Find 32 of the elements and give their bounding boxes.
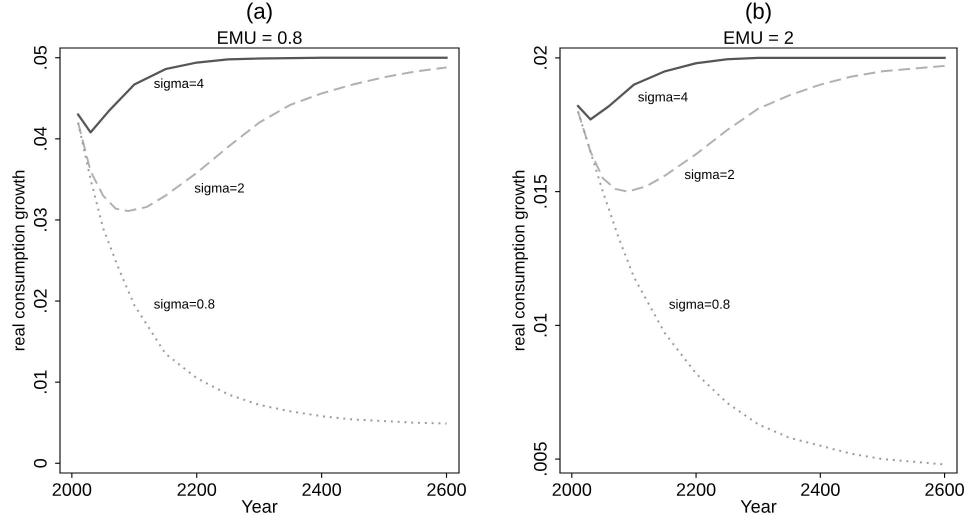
chart-subtitle: EMU = 0.8 <box>218 31 302 44</box>
chart-title: (b) <box>746 2 771 24</box>
y-tick-label: .03 <box>34 208 47 231</box>
x-tick-label: 2600 <box>925 483 964 496</box>
annotation: sigma=4 <box>638 92 688 104</box>
y-tick-label: .04 <box>34 126 47 150</box>
y-tick-label: .05 <box>34 46 47 69</box>
x-tick-label: 2000 <box>52 483 92 496</box>
x-tick-label: 2200 <box>178 483 216 496</box>
chart-subtitle: EMU = 2 <box>724 31 793 44</box>
annotation: sigma=0.8 <box>154 298 214 312</box>
annotation: sigma=0.8 <box>669 299 730 312</box>
x-tick-label: 2600 <box>427 483 466 496</box>
annotation: sigma=4 <box>154 78 204 91</box>
x-tick-label: 2000 <box>552 483 592 496</box>
y-tick-label: 0 <box>34 458 47 468</box>
x-tick-label: 2200 <box>676 483 716 496</box>
x-tick-label: 2400 <box>302 483 342 496</box>
y-tick-label: .015 <box>534 174 547 208</box>
y-tick-label: .02 <box>534 46 547 69</box>
y-tick-label: .02 <box>34 289 47 312</box>
y-tick-label: .01 <box>34 370 47 394</box>
x-tick-label: 2400 <box>801 483 840 496</box>
y-axis-title: real consumption growth <box>12 170 28 350</box>
y-axis-title: real consumption growth <box>512 170 528 350</box>
x-axis-title: Year <box>242 500 278 513</box>
annotation: sigma=2 <box>684 169 734 182</box>
y-tick-label: .005 <box>534 442 547 476</box>
annotation: sigma=2 <box>194 182 244 196</box>
chart-title: (a) <box>247 2 272 24</box>
y-tick-label: .01 <box>534 314 547 336</box>
x-axis-title: Year <box>740 500 776 513</box>
